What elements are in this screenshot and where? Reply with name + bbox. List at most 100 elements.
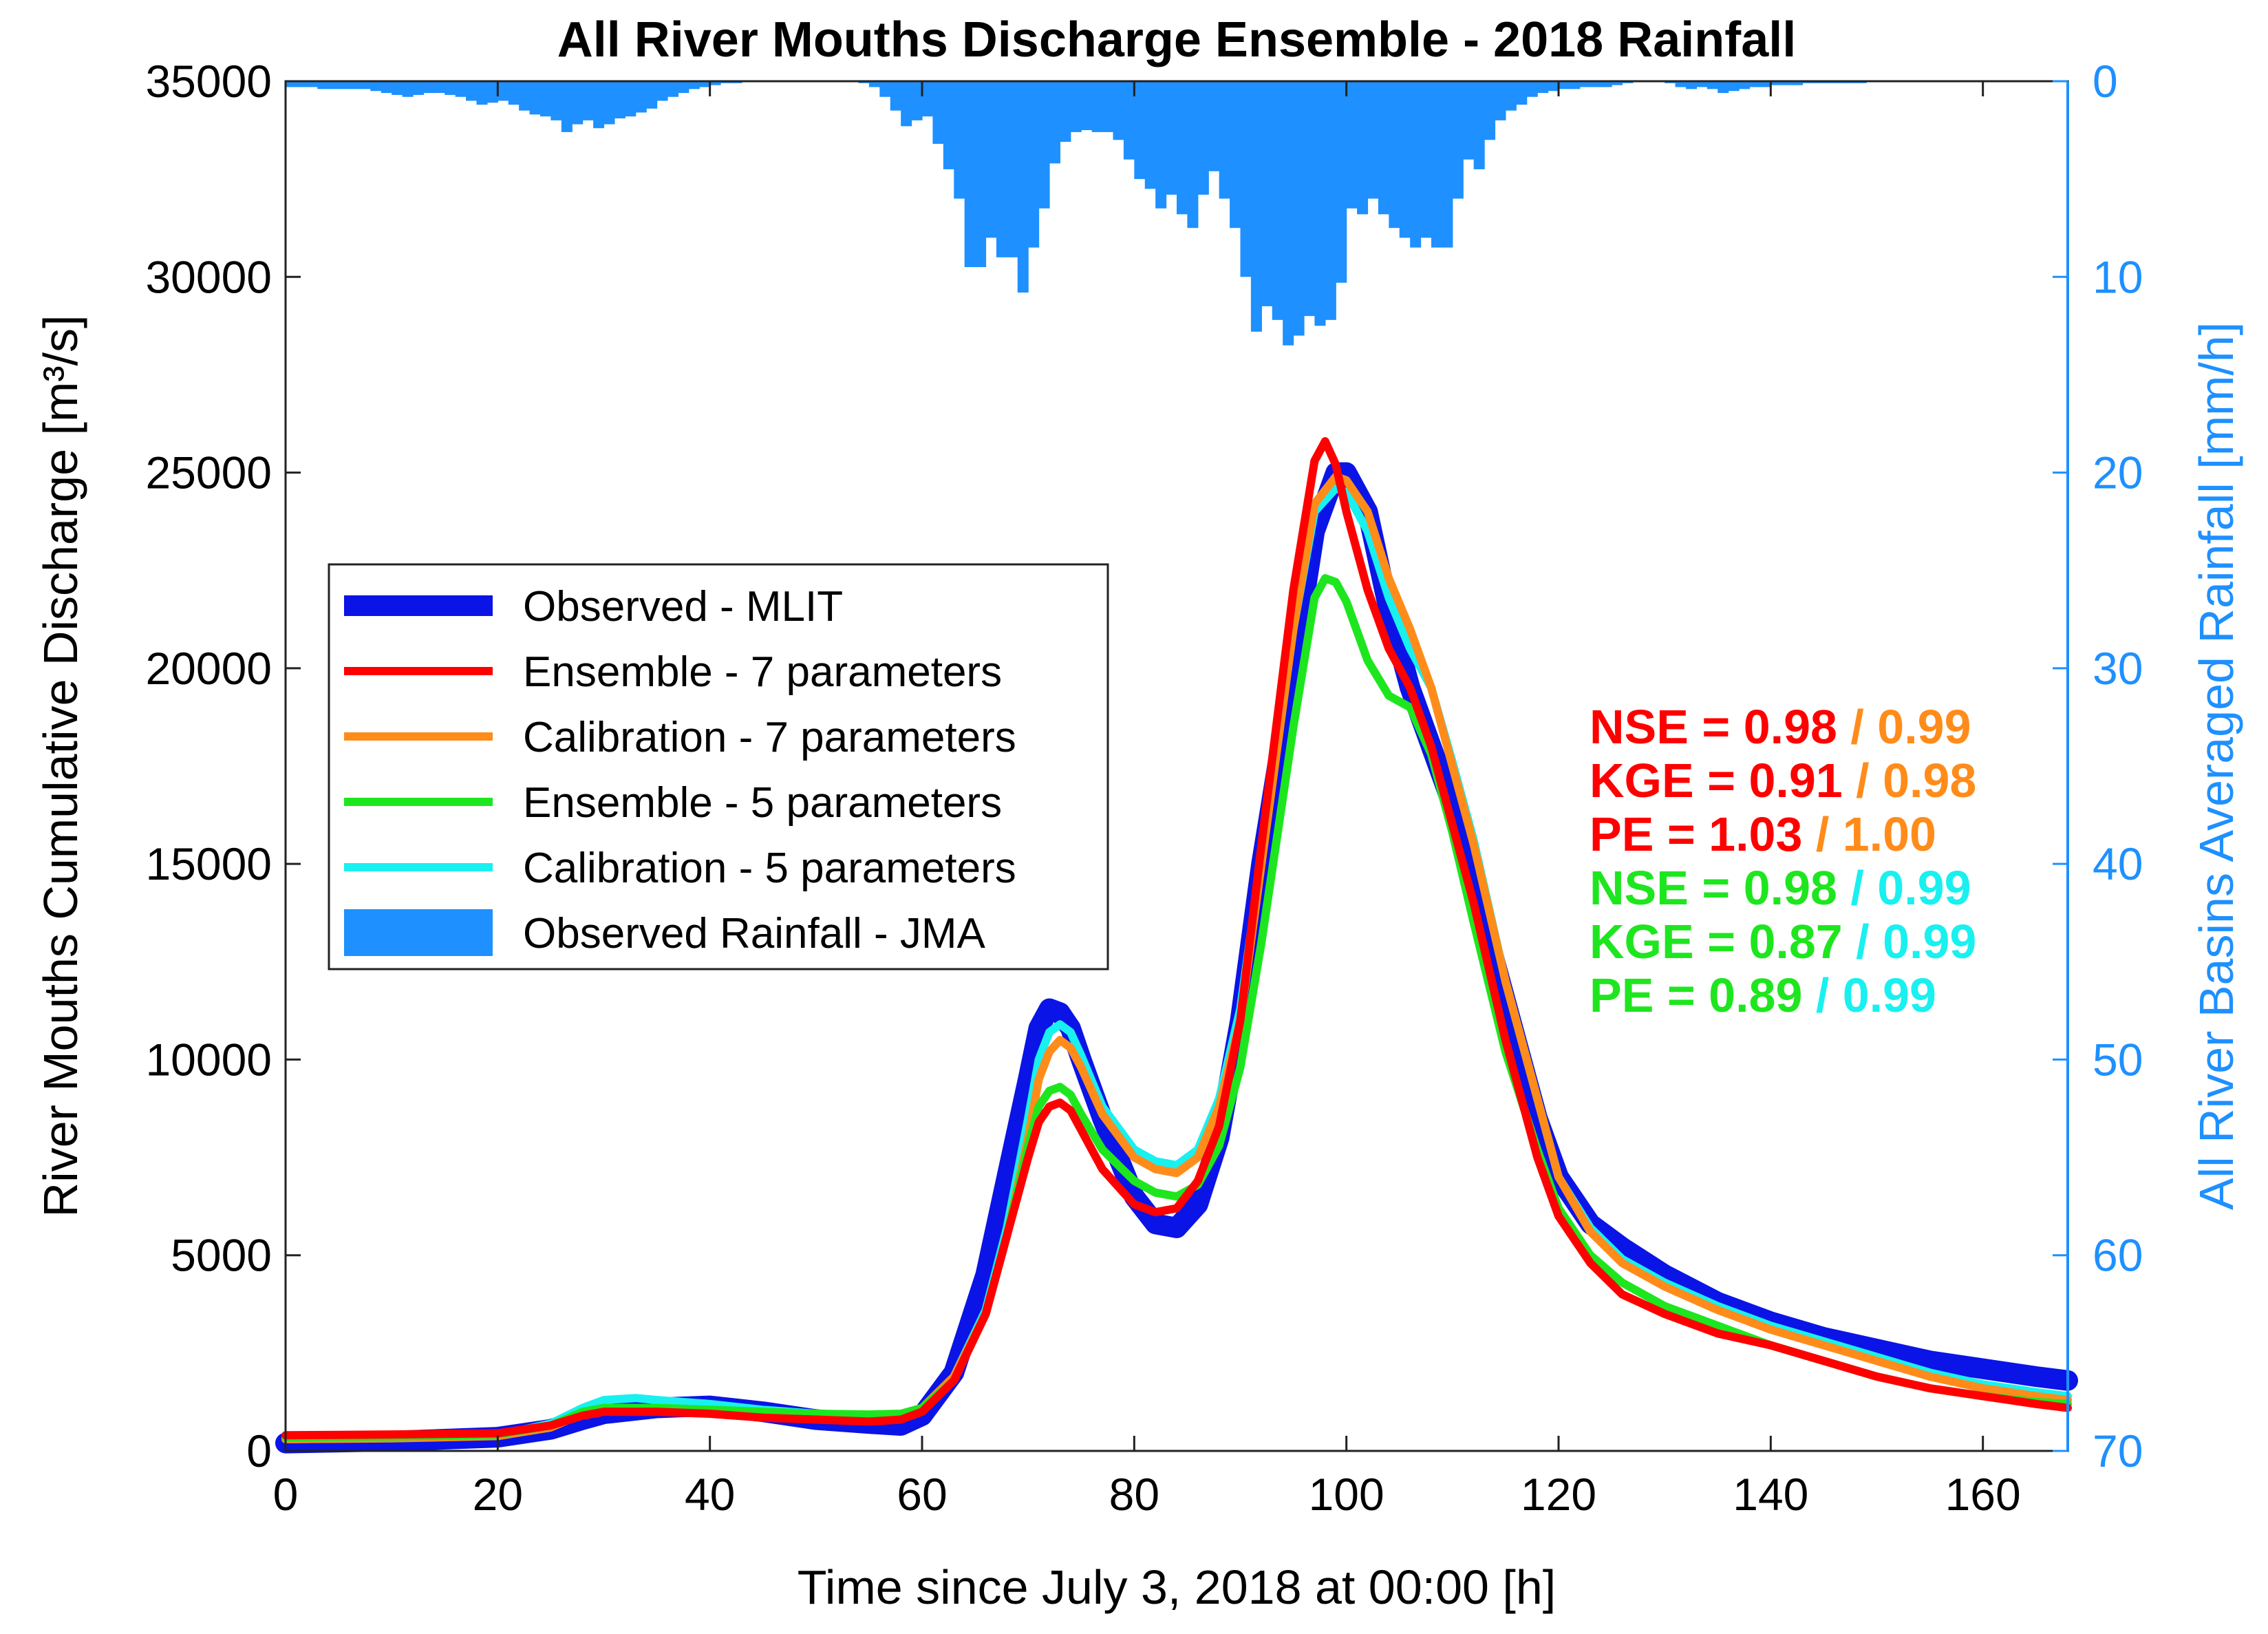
metric-line: KGE = 0.87 / 0.99 [1590,915,1976,968]
rainfall-bar [1208,81,1220,171]
y-right-tick-label: 0 [2093,56,2118,107]
rainfall-bar [1442,81,1453,248]
rainfall-bar [1739,81,1751,89]
rainfall-bar [1230,81,1241,229]
rainfall-bar [1261,81,1273,306]
metric-value: NSE = 0.98 [1590,861,1837,915]
rainfall-bar [1686,81,1698,89]
legend-label: Ensemble - 5 parameters [523,779,1002,827]
rainfall-bar [1070,81,1082,132]
rainfall-bar [1038,81,1050,209]
rainfall-bar [1770,81,1782,85]
rainfall-bar [1134,81,1146,180]
rainfall-bar [656,81,668,101]
rainfall-bar [1473,81,1485,169]
y-axis-right-label: All River Basins Averaged Rainfall [mm/h… [2190,322,2243,1210]
y-tick-label: 35000 [145,56,272,107]
rainfall-bar [688,81,700,89]
rainfall-bar [561,81,573,132]
metric-value: KGE = 0.87 [1590,915,1843,968]
rainfall-bar [1728,81,1740,92]
rainfall-bar [1526,81,1538,97]
rainfall-bar [1102,81,1114,132]
rainfall-bar [1675,81,1687,87]
rainfall-bar [1759,81,1771,87]
rainfall-bar [1293,81,1305,336]
metric-value: / 0.99 [1837,861,1971,915]
rainfall-bars [286,81,1867,346]
rainfall-bar [455,81,467,97]
rainfall-bar [699,81,711,87]
x-tick-label: 120 [1521,1469,1596,1520]
rainfall-bar [964,81,976,268]
rainfall-bar [434,81,445,94]
y-tick-label: 0 [246,1425,272,1476]
rainfall-bar [667,81,679,97]
rainfall-bar [1123,81,1135,160]
rainfall-bar [932,81,944,144]
rainfall-bar [370,81,382,92]
rainfall-bar [1569,81,1581,89]
rainfall-bar [1389,81,1400,229]
rainfall-bar [1463,81,1475,160]
rainfall-bar [1155,81,1167,209]
rainfall-bar [1017,81,1029,293]
y-right-tick-label: 20 [2093,447,2143,498]
rainfall-bar [540,81,552,117]
rainfall-bar [1314,81,1326,326]
metric-value: NSE = 0.98 [1590,700,1837,754]
rainfall-bar [1304,81,1316,317]
rainfall-bar [1749,81,1761,87]
y-right-tick-label: 70 [2093,1425,2143,1476]
rainfall-bar [603,81,615,125]
rainfall-bar [614,81,625,119]
rainfall-bar [954,81,965,199]
metric-value: / 0.99 [1843,915,1977,968]
rainfall-bar [1612,81,1623,85]
rainfall-bar [1420,81,1432,238]
rainfall-bar [868,81,880,87]
rainfall-bar [1049,81,1061,164]
rainfall-bar [1283,81,1294,346]
rainfall-bar [1484,81,1496,140]
rainfall-bar [402,81,414,97]
rainfall-bar [423,81,435,94]
rainfall-bar [1357,81,1369,215]
rainfall-bar [486,81,498,103]
rainfall-bar [709,81,721,85]
legend-box [328,563,1109,970]
rainfall-bar [381,81,392,94]
rainfall-bar [1537,81,1549,94]
rainfall-bar [413,81,425,95]
rainfall-bar [1431,81,1443,248]
rainfall-bar [890,81,901,111]
rainfall-bar [1081,81,1093,131]
rainfall-bar [1707,81,1718,89]
metric-line: NSE = 0.98 / 0.99 [1590,700,1971,754]
legend-label: Calibration - 7 parameters [523,714,1016,761]
rainfall-bar [1378,81,1389,215]
rainfall-bar [286,81,297,87]
rainfall-bar [1166,81,1177,195]
rainfall-bar [1367,81,1379,199]
x-tick-label: 60 [897,1469,947,1520]
rainfall-bar [593,81,605,129]
rainfall-bar [879,81,891,97]
metric-value: / 1.00 [1802,807,1936,861]
rainfall-bar [1399,81,1411,238]
rainfall-bar [296,81,308,87]
rainfall-bar [1548,81,1559,92]
y-axis-left-ticks: 0 5000 10000 15000 20000 25000 30000 35000 [145,56,301,1476]
x-tick-label: 100 [1309,1469,1384,1520]
rainfall-bar [349,81,361,89]
rainfall-bar [1060,81,1071,142]
rainfall-bar [1590,81,1602,87]
series-line-ens5 [281,574,2072,1442]
y-tick-label: 30000 [145,251,272,302]
rainfall-bar [1113,81,1124,140]
rainfall-bar [1325,81,1336,320]
metric-value: KGE = 0.91 [1590,754,1843,807]
rainfall-bar [1091,81,1103,132]
rainfall-bar [1177,81,1188,215]
